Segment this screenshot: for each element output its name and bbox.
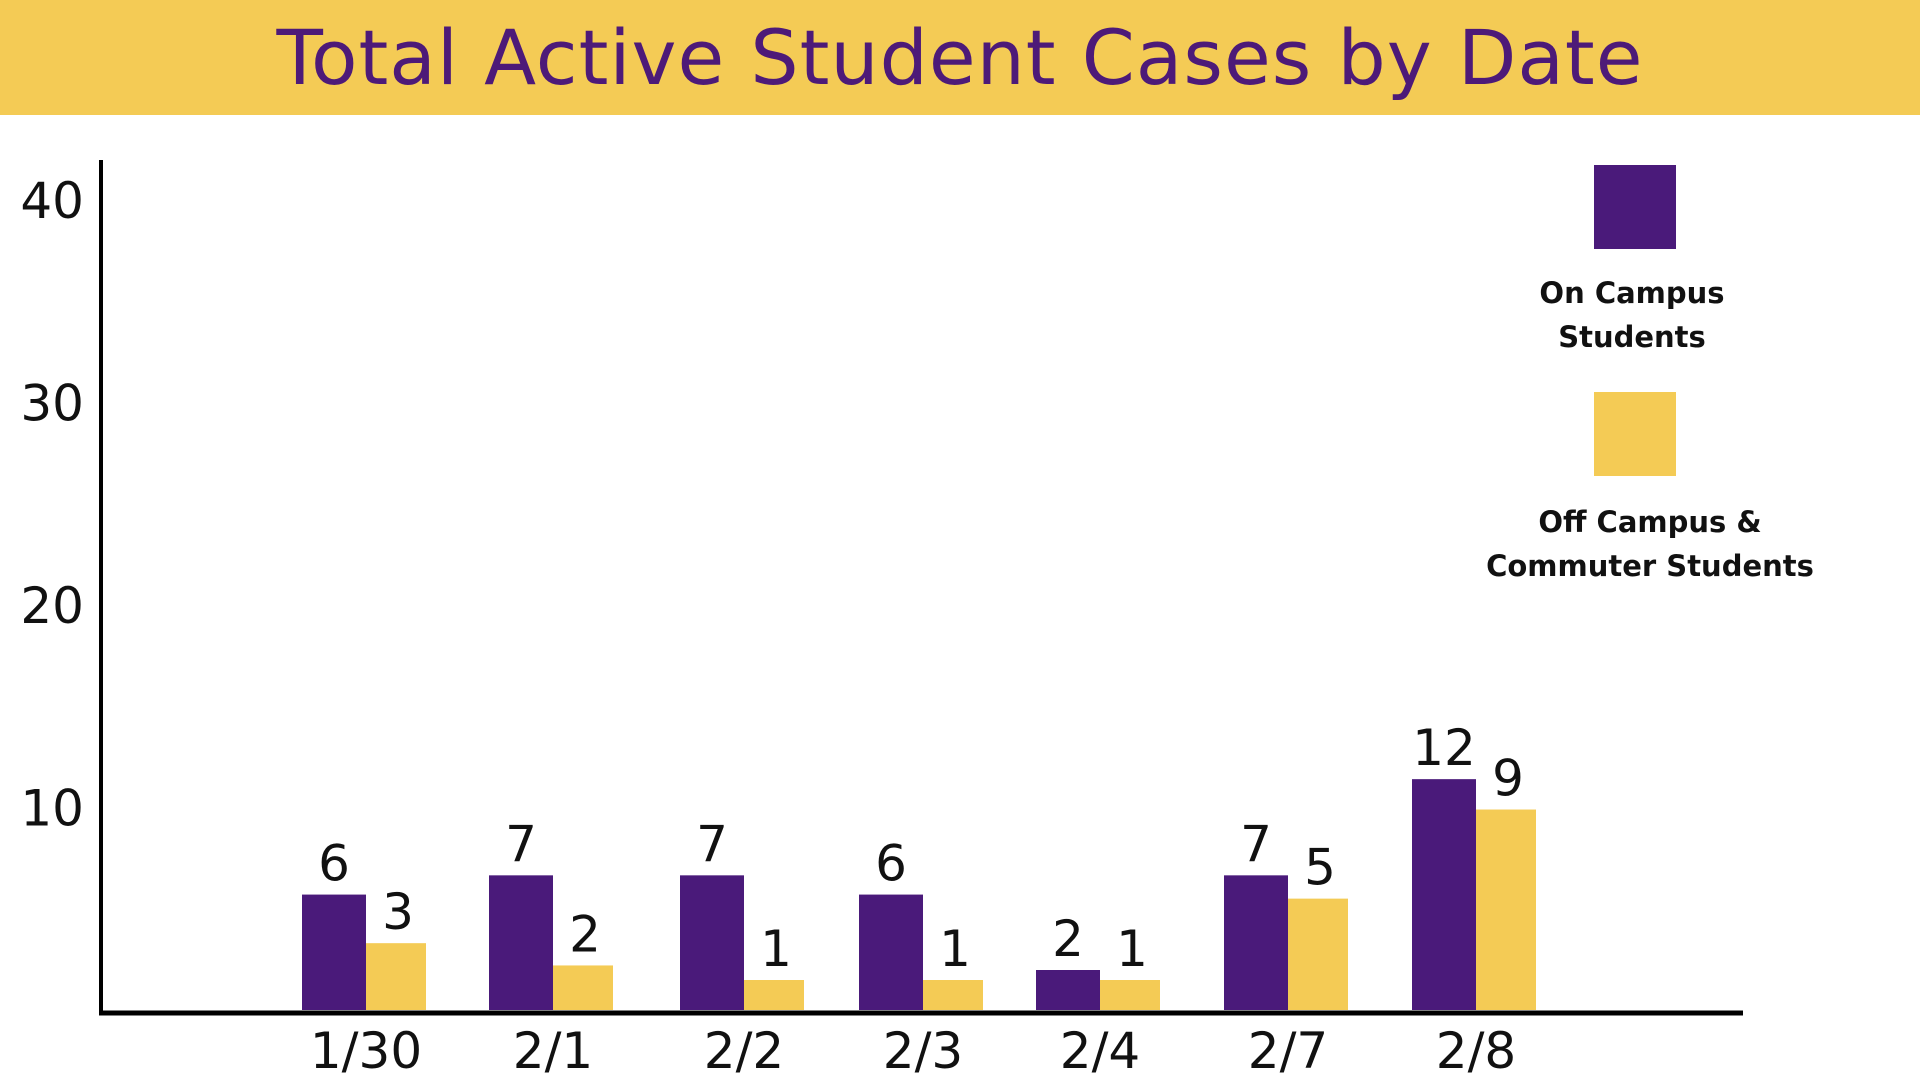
legend-label-off-campus: Off Campus & Commuter Students — [1486, 505, 1814, 583]
bar-off-campus — [744, 980, 804, 1010]
bar-off-campus — [366, 943, 426, 1010]
bars-layer — [302, 779, 1536, 1010]
x-category-label: 2/7 — [1248, 1022, 1328, 1080]
legend-swatch-off-campus — [1594, 392, 1676, 476]
legend-swatch-on-campus — [1594, 165, 1676, 249]
y-tick-label: 20 — [20, 577, 84, 635]
data-label-off-campus: 2 — [569, 905, 601, 963]
data-label-off-campus: 5 — [1304, 839, 1336, 897]
data-label-on-campus: 6 — [318, 835, 350, 893]
bar-on-campus — [1224, 875, 1288, 1010]
x-category-label: 1/30 — [310, 1022, 422, 1080]
bar-on-campus — [1036, 970, 1100, 1010]
data-label-on-campus: 12 — [1412, 719, 1476, 777]
bar-on-campus — [1412, 779, 1476, 1010]
bar-off-campus — [1100, 980, 1160, 1010]
bar-on-campus — [302, 894, 366, 1010]
x-category-label: 2/1 — [513, 1022, 593, 1080]
data-label-on-campus: 2 — [1052, 910, 1084, 968]
y-tick-label: 30 — [20, 375, 84, 433]
data-label-off-campus: 9 — [1492, 750, 1524, 808]
bar-off-campus — [1476, 809, 1536, 1010]
x-category-label: 2/8 — [1436, 1022, 1516, 1080]
bar-on-campus — [489, 875, 553, 1010]
data-label-on-campus: 6 — [875, 835, 907, 893]
chart-title: Total Active Student Cases by Date — [276, 12, 1644, 102]
y-tick-label: 40 — [20, 172, 84, 230]
x-category-label: 2/4 — [1060, 1022, 1140, 1080]
bar-off-campus — [923, 980, 983, 1010]
bar-off-campus — [553, 965, 613, 1010]
data-label-off-campus: 1 — [1116, 920, 1148, 978]
x-category-label: 2/3 — [883, 1022, 963, 1080]
legend-label-on-campus: On Campus Students — [1539, 276, 1725, 354]
bar-off-campus — [1288, 898, 1348, 1010]
title-bar: Total Active Student Cases by Date — [0, 0, 1920, 115]
data-label-on-campus: 7 — [696, 815, 728, 873]
x-category-label: 2/2 — [704, 1022, 784, 1080]
data-label-off-campus: 1 — [939, 920, 971, 978]
data-label-off-campus: 1 — [760, 920, 792, 978]
y-tick-label: 10 — [20, 780, 84, 838]
data-label-off-campus: 3 — [382, 883, 414, 941]
data-label-on-campus: 7 — [505, 815, 537, 873]
bar-on-campus — [859, 894, 923, 1010]
data-label-on-campus: 7 — [1240, 815, 1272, 873]
bar-on-campus — [680, 875, 744, 1010]
